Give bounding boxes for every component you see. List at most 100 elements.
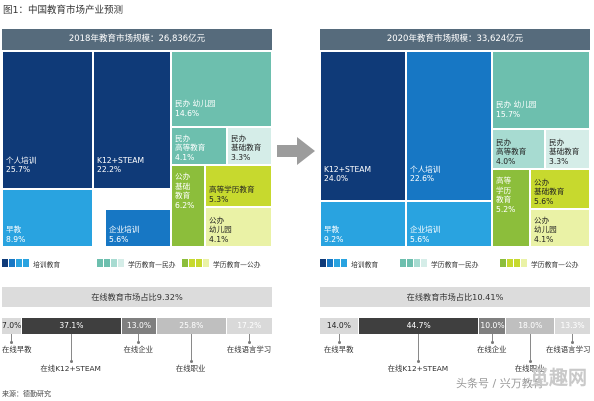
legend-swatch (407, 259, 413, 267)
treemap-cell-label: K12+STEAM (324, 164, 372, 174)
legend-label: 学历教育—民办 (431, 261, 479, 269)
online-segment: 37.1% (20, 318, 121, 334)
online-2018-title: 在线教育市场占比9.32% (2, 287, 272, 307)
online-segment-label: 在线语言学习 (546, 345, 591, 354)
legend-swatch (507, 259, 513, 267)
treemap-cell-label: 基础教育 (231, 143, 262, 152)
callout-dot (490, 341, 494, 344)
treemap-2020: K12+STEAM 24.0% 个人培训 22.6% 早教 9.2% 企业培训 5.6% 民办 … (320, 51, 590, 247)
callout-dot (337, 341, 341, 344)
treemap-cell-k12: K12+STEAM 22.2% (93, 51, 171, 189)
treemap-cell-label: 民办 (231, 133, 247, 143)
treemap-cell-label: 8.9% (6, 234, 26, 244)
legend-swatch (111, 259, 117, 267)
figure-title: 图1：中国教育市场产业预测 (3, 5, 124, 16)
online-segment-label: 在线K12+STEAM (40, 364, 101, 373)
treemap-cell-label: 早教 (324, 225, 340, 234)
treemap-cell-personal: 个人培训 25.7% (2, 51, 93, 189)
treemap-cell-corporate: 企业培训 5.6% (105, 209, 171, 247)
treemap-cell-label: 公办 (534, 215, 550, 225)
online-segment-label: 在线职业 (175, 364, 206, 373)
callout-line (70, 334, 72, 362)
callout-dot (137, 341, 141, 344)
legend-swatch (414, 259, 420, 267)
treemap-cell-label: 5.2% (496, 204, 516, 214)
callout-dot (189, 360, 193, 363)
treemap-cell-label: K12+STEAM (97, 155, 145, 165)
legend-label: 学历教育—公办 (531, 261, 579, 269)
callout-dot (10, 341, 14, 344)
treemap-cell-label: 5.6% (534, 196, 554, 206)
treemap-cell-label: 4.0% (496, 156, 516, 166)
callout-dot (417, 360, 421, 363)
treemap-cell-label: 22.6% (410, 174, 435, 183)
treemap-2018-title: 2018年教育市场规模：26,836亿元 (2, 29, 272, 50)
treemap-cell-private_basic: 民办 基础教育 3.3% (227, 127, 272, 165)
legend-swatch (2, 259, 8, 267)
legend-swatch (196, 259, 202, 267)
treemap-2020-title: 2020年教育市场规模：33,624亿元 (320, 29, 590, 50)
callout-dot (528, 360, 532, 363)
treemap-cell-label: 教育 (175, 191, 191, 200)
svg-text:觅趣网: 觅趣网 (530, 366, 587, 389)
online-2018-bar: 7.0% 37.1% 13.0% 25.8% 17.2% 在线早教 在线K12+STEAM 在… (2, 318, 272, 378)
treemap-cell-label: 基础教育 (534, 187, 565, 196)
treemap-cell-label: 15.7% (496, 109, 521, 119)
treemap-cell-label: 幼儿园 (534, 225, 557, 234)
treemap-cell-public_kg: 公办 幼儿园 4.1% (530, 209, 590, 247)
legend-label: 培训教育 (33, 261, 61, 269)
legend-swatch (182, 259, 188, 267)
treemap-cell-corporate: 企业培训 5.6% (406, 201, 492, 247)
treemap-cell-label: 9.2% (324, 234, 344, 244)
treemap-cell-early: 早教 9.2% (320, 201, 406, 247)
treemap-cell-label: 个人培训 (6, 155, 37, 165)
treemap-cell-private_kg: 民办 幼儿园 14.6% (171, 51, 272, 127)
treemap-cell-label: 民办 幼儿园 (175, 99, 216, 109)
callout-line (248, 334, 250, 343)
online-segment: 10.0% (478, 318, 506, 334)
treemap-cell-label: 早教 (6, 225, 22, 234)
legend-2018: 培训教育 学历教育—民办 学历教育—公办 (2, 259, 282, 269)
legend-label: 培训教育 (351, 261, 379, 269)
treemap-cell-label: 公办 (175, 172, 191, 181)
treemap-cell-label: 企业培训 (410, 225, 441, 234)
callout-line (338, 334, 340, 343)
treemap-cell-label: 民办 (549, 137, 565, 147)
online-segment: 44.7% (357, 318, 479, 334)
treemap-cell-label: 24.0% (324, 174, 349, 183)
callout-line (190, 334, 192, 362)
online-segment: 13.0% (120, 318, 156, 334)
callout-line (418, 334, 420, 362)
treemap-cell-label: 25.7% (6, 165, 31, 174)
treemap-cell-label: 幼儿园 (209, 225, 232, 234)
legend-swatch (104, 259, 110, 267)
treemap-cell-label: 个人培训 (410, 164, 441, 174)
treemap-cell-higher_degree: 高等学历教育 5.3% (205, 165, 272, 207)
treemap-cell-label: 基础教育 (549, 147, 580, 156)
online-2020-title: 在线教育市场占比10.41% (320, 287, 590, 307)
treemap-cell-label: 企业培训 (109, 225, 140, 234)
treemap-cell-public_basic: 公办 基础教育 5.6% (530, 169, 590, 209)
online-segment: 18.0% (505, 318, 555, 334)
online-segment: 25.8% (156, 318, 226, 334)
online-segment-label: 在线K12+STEAM (387, 364, 449, 373)
treemap-cell-higher_degree: 高等 学历 教育 5.2% (492, 169, 530, 247)
treemap-cell-label: 高等教育 (175, 143, 206, 152)
legend-swatch (189, 259, 195, 267)
online-segment-label: 在线早教 (323, 345, 354, 354)
online-segment: 14.0% (320, 318, 358, 334)
callout-line (11, 334, 13, 343)
callout-dot (69, 360, 73, 363)
legend-swatch (203, 259, 209, 267)
treemap-cell-label: 3.3% (549, 156, 569, 166)
treemap-cell-label: 高等学历教育 (209, 185, 255, 194)
legend-swatch (327, 259, 333, 267)
legend-label: 学历教育—公办 (213, 261, 261, 269)
online-2020-bar: 14.0% 44.7% 10.0% 18.0% 13.3% 在线早教 在线K12+STEAM… (320, 318, 590, 378)
treemap-cell-label: 民办 (175, 133, 191, 143)
treemap-cell-private_basic: 民办 基础教育 3.3% (545, 129, 590, 169)
treemap-cell-early: 早教 8.9% (2, 189, 93, 247)
online-segment: 7.0% (2, 318, 21, 334)
callout-dot (571, 341, 575, 344)
legend-label: 学历教育—民办 (128, 261, 176, 269)
